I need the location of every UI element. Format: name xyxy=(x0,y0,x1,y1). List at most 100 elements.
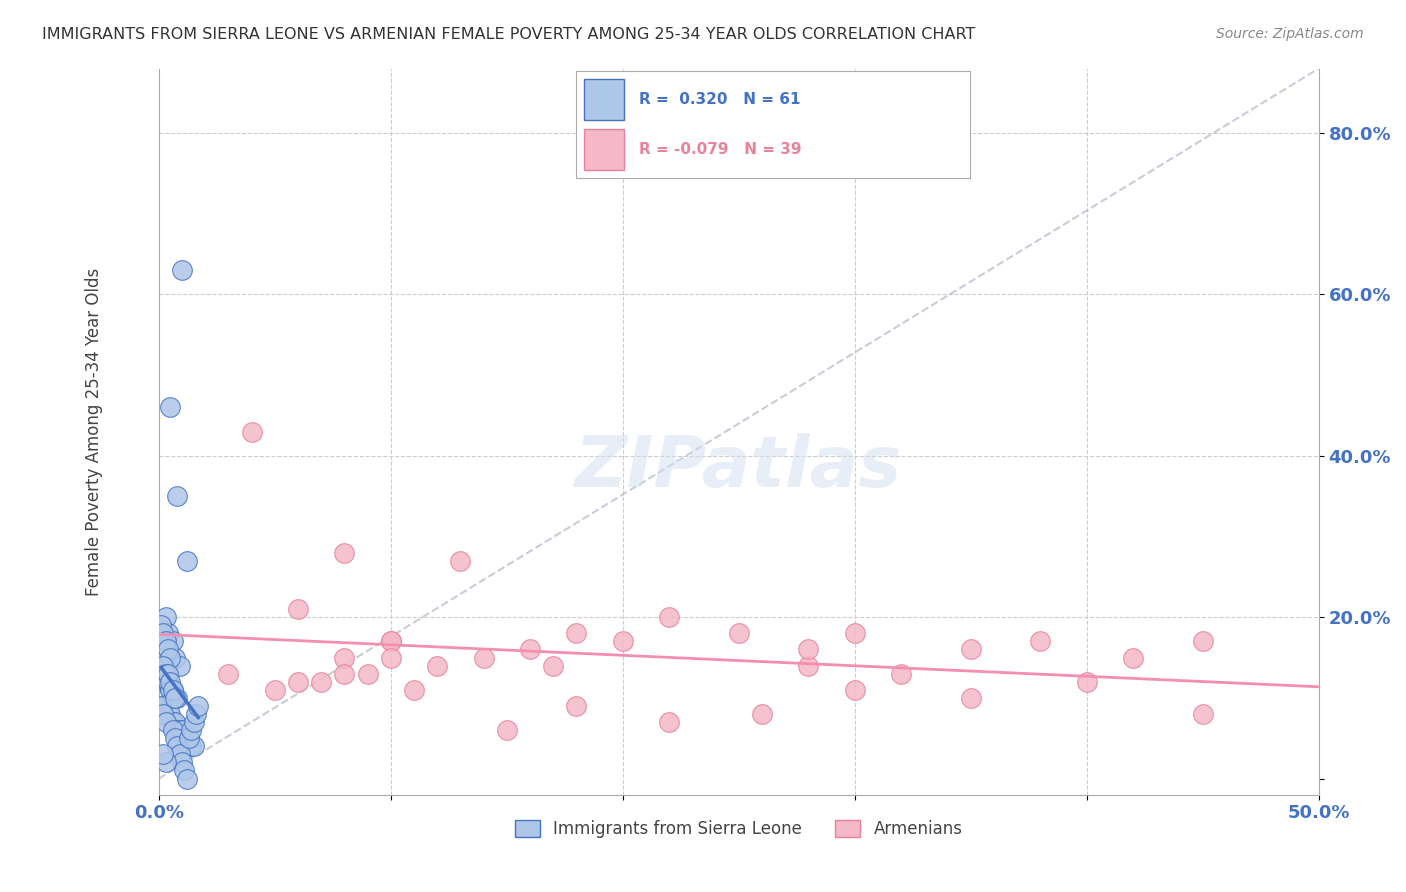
Point xyxy=(541,658,564,673)
Text: R = -0.079   N = 39: R = -0.079 N = 39 xyxy=(640,142,801,157)
Point xyxy=(751,706,773,721)
Point xyxy=(333,666,356,681)
Point xyxy=(1029,634,1052,648)
Point xyxy=(658,715,681,730)
Point xyxy=(170,723,193,738)
Point xyxy=(565,626,588,640)
Point xyxy=(165,690,187,705)
Point xyxy=(159,401,181,415)
Point xyxy=(155,634,177,648)
Point xyxy=(183,715,205,730)
Point xyxy=(152,626,174,640)
Point xyxy=(495,723,517,738)
Point xyxy=(169,747,191,762)
Point xyxy=(959,690,981,705)
Point xyxy=(844,682,866,697)
Point xyxy=(162,690,184,705)
Point xyxy=(157,706,180,721)
Point xyxy=(170,263,193,277)
Point xyxy=(658,610,681,624)
Point xyxy=(155,756,177,770)
Point xyxy=(150,698,173,713)
Point xyxy=(155,715,177,730)
Point xyxy=(287,602,309,616)
Point xyxy=(169,658,191,673)
Point xyxy=(165,715,187,730)
Point xyxy=(519,642,541,657)
Point xyxy=(176,772,198,786)
Point xyxy=(797,658,820,673)
Point xyxy=(157,666,180,681)
Point xyxy=(159,682,181,697)
Point xyxy=(1191,706,1213,721)
Point xyxy=(152,658,174,673)
Point xyxy=(157,626,180,640)
Point xyxy=(166,739,188,754)
Point xyxy=(380,634,402,648)
Text: Source: ZipAtlas.com: Source: ZipAtlas.com xyxy=(1216,27,1364,41)
Point xyxy=(157,642,180,657)
Point xyxy=(183,739,205,754)
Point xyxy=(1122,650,1144,665)
Point xyxy=(152,698,174,713)
Point xyxy=(173,764,195,778)
Point xyxy=(890,666,912,681)
Point xyxy=(287,674,309,689)
Point xyxy=(380,634,402,648)
Point xyxy=(162,682,184,697)
Point xyxy=(180,739,202,754)
Point xyxy=(612,634,634,648)
Text: R =  0.320   N = 61: R = 0.320 N = 61 xyxy=(640,92,801,107)
Point xyxy=(844,626,866,640)
Point xyxy=(152,706,174,721)
Point xyxy=(727,626,749,640)
Point xyxy=(449,554,471,568)
Point xyxy=(797,642,820,657)
Point xyxy=(162,723,184,738)
Text: ZIPatlas: ZIPatlas xyxy=(575,434,903,502)
Bar xyxy=(585,78,624,120)
Point xyxy=(170,756,193,770)
Point xyxy=(402,682,425,697)
Point xyxy=(180,723,202,738)
Point xyxy=(309,674,332,689)
Point xyxy=(565,698,588,713)
Point xyxy=(162,634,184,648)
Point xyxy=(157,674,180,689)
Point xyxy=(162,715,184,730)
Point xyxy=(166,690,188,705)
Point xyxy=(217,666,239,681)
Point xyxy=(157,674,180,689)
Point xyxy=(472,650,495,665)
Point xyxy=(152,666,174,681)
Point xyxy=(177,731,200,746)
Y-axis label: Female Poverty Among 25-34 Year Olds: Female Poverty Among 25-34 Year Olds xyxy=(86,268,103,596)
Point xyxy=(165,731,187,746)
Point xyxy=(166,723,188,738)
Point xyxy=(155,666,177,681)
Point xyxy=(165,650,187,665)
Point xyxy=(162,682,184,697)
Point xyxy=(356,666,378,681)
Point xyxy=(1191,634,1213,648)
Point xyxy=(150,618,173,632)
Bar xyxy=(585,129,624,169)
Point xyxy=(187,698,209,713)
Point xyxy=(176,554,198,568)
Point xyxy=(152,747,174,762)
Point xyxy=(155,698,177,713)
Text: IMMIGRANTS FROM SIERRA LEONE VS ARMENIAN FEMALE POVERTY AMONG 25-34 YEAR OLDS CO: IMMIGRANTS FROM SIERRA LEONE VS ARMENIAN… xyxy=(42,27,976,42)
Point xyxy=(240,425,263,439)
Point xyxy=(159,706,181,721)
Point xyxy=(155,610,177,624)
Point xyxy=(166,489,188,503)
Point xyxy=(173,731,195,746)
Point xyxy=(333,546,356,560)
Point xyxy=(959,642,981,657)
Point xyxy=(159,674,181,689)
Point xyxy=(176,731,198,746)
Point xyxy=(426,658,449,673)
Point xyxy=(333,650,356,665)
Point xyxy=(184,706,207,721)
Point xyxy=(380,650,402,665)
